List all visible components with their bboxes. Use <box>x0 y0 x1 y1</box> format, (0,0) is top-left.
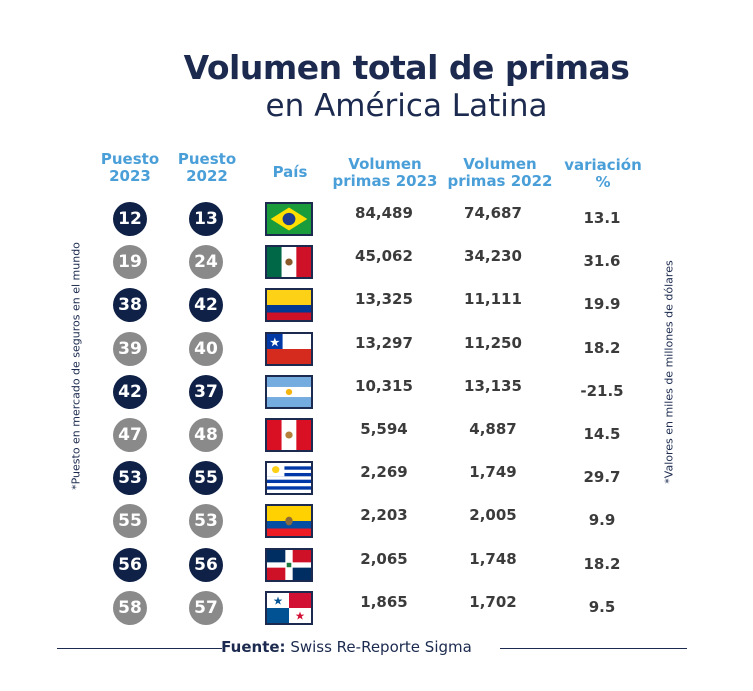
rank-2023-badge: 42 <box>113 374 147 409</box>
header-vol-2022-line2: primas 2022 <box>447 172 553 190</box>
rank-2023-badge: 19 <box>113 245 147 280</box>
rank-2022-badge: 13 <box>189 202 223 236</box>
mexico-flag <box>265 245 313 280</box>
volume-2023-value: 84,489 <box>355 204 413 222</box>
volume-2023-value: 5,594 <box>360 420 408 438</box>
rank-2023-badge: 38 <box>113 288 147 323</box>
table-row: 38 42 13,325 11,111 19.9 <box>0 283 753 327</box>
chart-title: Volumen total de primas <box>183 48 630 87</box>
variation-value: 31.6 <box>583 252 621 271</box>
rank-2022-badge: 55 <box>189 461 223 496</box>
volume-2023-value: 13,297 <box>355 333 413 352</box>
uruguay-flag <box>265 461 313 496</box>
footer-rule-left <box>57 648 222 649</box>
table-row: 12 13 84,489 74,687 13.1 <box>0 197 753 241</box>
header-variation-line2: % <box>595 173 611 191</box>
header-vol-2023-line1: Volumen <box>348 155 422 173</box>
dominican-republic-flag <box>265 547 313 582</box>
header-rank-2023-line1: Puesto <box>100 150 160 168</box>
header-vol-2023: Volumen primas 2023 <box>330 156 440 190</box>
volume-2022-value: 34,230 <box>464 247 522 266</box>
volume-2023-value: 10,315 <box>355 376 413 395</box>
header-variation: variación % <box>558 157 648 191</box>
volume-2023-value: 1,865 <box>360 592 408 611</box>
variation-value: 9.5 <box>588 597 616 616</box>
rank-2022-badge: 42 <box>189 288 223 323</box>
rank-2022-badge: 56 <box>189 547 223 582</box>
rank-2022-badge: 37 <box>189 374 223 409</box>
rank-2023-badge: 47 <box>113 418 147 452</box>
rank-2023-badge: 12 <box>113 202 147 236</box>
header-rank-2023: Puesto 2023 <box>90 151 170 185</box>
table-row: 39 40 13,297 11,250 18.2 <box>0 327 753 371</box>
source-label: Fuente: <box>221 638 286 656</box>
table-row: 56 56 2,065 1,748 18.2 <box>0 543 753 587</box>
table-row: 47 48 5,594 4,887 14.5 <box>0 413 753 457</box>
header-rank-2022: Puesto 2022 <box>167 151 247 185</box>
rank-2023-badge: 55 <box>113 504 147 539</box>
header-rank-2022-line2: 2022 <box>186 167 228 185</box>
brazil-flag <box>265 202 313 236</box>
header-vol-2022-line1: Volumen <box>463 155 537 173</box>
ecuador-flag <box>265 504 313 539</box>
variation-value: 19.9 <box>583 295 621 314</box>
rank-2022-badge: 48 <box>189 418 223 452</box>
header-rank-2022-line1: Puesto <box>177 150 237 168</box>
volume-2022-value: 2,005 <box>469 506 517 525</box>
variation-value: 29.7 <box>583 468 621 487</box>
header-rank-2023-line2: 2023 <box>109 167 151 185</box>
volume-2023-value: 2,269 <box>360 463 408 482</box>
volume-2022-value: 11,250 <box>464 333 522 352</box>
header-country-line1: País <box>272 163 308 181</box>
rank-2023-badge: 53 <box>113 461 147 496</box>
header-variation-line1: variación <box>564 156 642 174</box>
rank-2022-badge: 24 <box>189 245 223 280</box>
table-row: 58 57 1,865 1,702 9.5 <box>0 586 753 630</box>
source-text: Swiss Re-Reporte Sigma <box>290 638 472 656</box>
source-note: Fuente: Swiss Re-Reporte Sigma <box>0 638 693 656</box>
variation-value: 9.9 <box>588 511 616 530</box>
header-vol-2022: Volumen primas 2022 <box>445 156 555 190</box>
peru-flag <box>265 418 313 452</box>
header-vol-2023-line2: primas 2023 <box>332 172 438 190</box>
footer-rule-right <box>500 648 687 649</box>
panama-flag <box>265 590 313 625</box>
volume-2022-value: 4,887 <box>469 420 517 438</box>
volume-2022-value: 1,748 <box>469 549 517 568</box>
volume-2022-value: 1,749 <box>469 463 517 482</box>
volume-2023-value: 2,065 <box>360 549 408 568</box>
table-row: 19 24 45,062 34,230 31.6 <box>0 240 753 284</box>
chile-flag <box>265 331 313 366</box>
volume-2022-value: 74,687 <box>464 204 522 222</box>
argentina-flag <box>265 374 313 409</box>
table-row: 55 53 2,203 2,005 9.9 <box>0 499 753 543</box>
colombia-flag <box>265 288 313 323</box>
volume-2022-value: 11,111 <box>464 290 522 309</box>
variation-value: 18.2 <box>583 554 621 573</box>
variation-value: -21.5 <box>580 381 624 400</box>
rank-2022-badge: 53 <box>189 504 223 539</box>
rank-2022-badge: 57 <box>189 590 223 625</box>
variation-value: 13.1 <box>583 209 621 227</box>
volume-2023-value: 2,203 <box>360 506 408 525</box>
variation-value: 18.2 <box>583 338 621 357</box>
chart-subtitle: en América Latina <box>265 88 548 124</box>
rank-2023-badge: 39 <box>113 331 147 366</box>
volume-2023-value: 45,062 <box>355 247 413 266</box>
rank-2023-badge: 56 <box>113 547 147 582</box>
volume-2022-value: 1,702 <box>469 592 517 611</box>
volume-2022-value: 13,135 <box>464 376 522 395</box>
table-row: 53 55 2,269 1,749 29.7 <box>0 456 753 500</box>
header-country: País <box>250 164 330 181</box>
volume-2023-value: 13,325 <box>355 290 413 309</box>
rank-2022-badge: 40 <box>189 331 223 366</box>
table-row: 42 37 10,315 13,135 -21.5 <box>0 370 753 414</box>
variation-value: 14.5 <box>583 425 621 443</box>
rank-2023-badge: 58 <box>113 590 147 625</box>
